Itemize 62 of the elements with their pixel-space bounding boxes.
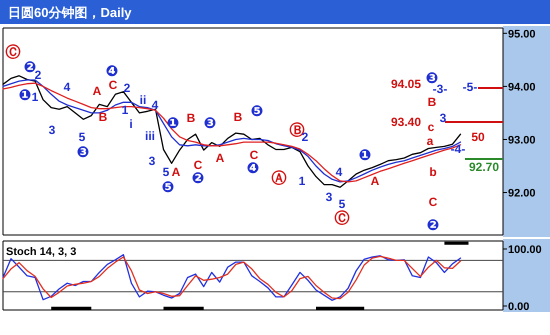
annotation: ❺ (250, 102, 264, 120)
annotation: 94.05 (390, 77, 422, 91)
annotation: 1 (298, 174, 306, 188)
annotation: 4 (152, 98, 159, 112)
annotation: ❺ (162, 178, 174, 196)
annotation: A (370, 174, 380, 188)
annotation: Ⓒ (334, 209, 350, 227)
y-tick-label: 100.00 (508, 244, 542, 256)
y-tick-label: 0.00 (508, 301, 530, 314)
chart-title: 日圆60分钟图，Daily (8, 5, 132, 20)
annotation: A (172, 165, 181, 179)
annotation: B (428, 95, 437, 109)
y-tick-label: 93.00 (508, 134, 536, 146)
annotation: c (428, 120, 435, 134)
chart-title: Stoch 14, 3, 3 (6, 246, 76, 258)
annotation: 3 (148, 154, 156, 168)
annotation: ❶ (18, 86, 32, 104)
annotation: ❶ (358, 146, 372, 164)
annotation: A (92, 84, 102, 98)
annotation: 3 (440, 111, 447, 125)
annotation: 1 (122, 103, 129, 117)
annotation: 5 (338, 197, 346, 211)
annotation: Ⓐ (272, 169, 286, 187)
annotation: ❷ (24, 58, 36, 76)
annotation: C (108, 78, 118, 92)
annotation: 4 (336, 165, 343, 179)
annotation: ❸ (76, 143, 90, 161)
annotation: Ⓒ (6, 43, 20, 61)
annotation: C (250, 148, 259, 162)
annotation: ❶ (166, 114, 180, 132)
annotation: 5 (78, 130, 86, 144)
annotation: 93.40 (390, 115, 422, 129)
text: 50 (471, 130, 485, 144)
annotation: C (194, 158, 203, 172)
annotation: -4- (450, 142, 466, 156)
text: 92.70 (468, 160, 500, 174)
annotation: B (98, 110, 108, 124)
annotation: 5 (162, 165, 170, 179)
annotation: A (216, 151, 225, 165)
annotation: ii (140, 93, 146, 107)
annotation: 2 (34, 68, 42, 82)
annotation: 4 (64, 80, 71, 94)
annotation: iii (144, 129, 156, 143)
annotation: ❹ (106, 62, 118, 80)
y-tick-label: 92.00 (508, 188, 536, 200)
annotation: C (428, 195, 438, 209)
annotation: ❸ (204, 114, 216, 132)
annotation: ❷ (426, 216, 440, 234)
annotation: 2 (124, 81, 131, 95)
annotation: 3 (48, 123, 56, 137)
y-tick-label: 95.00 (508, 28, 536, 40)
annotation: -5- (462, 80, 478, 94)
annotation: B (186, 111, 196, 125)
annotation: B (234, 110, 243, 124)
y-tick-label: 94.00 (508, 81, 536, 94)
annotation: 1 (32, 90, 39, 104)
annotation: ❷ (192, 169, 204, 187)
annotation: a (426, 134, 434, 148)
annotation: ❹ (246, 159, 260, 177)
annotation: i (129, 117, 133, 131)
annotation: 3 (326, 190, 333, 204)
annotation: b (429, 165, 437, 179)
